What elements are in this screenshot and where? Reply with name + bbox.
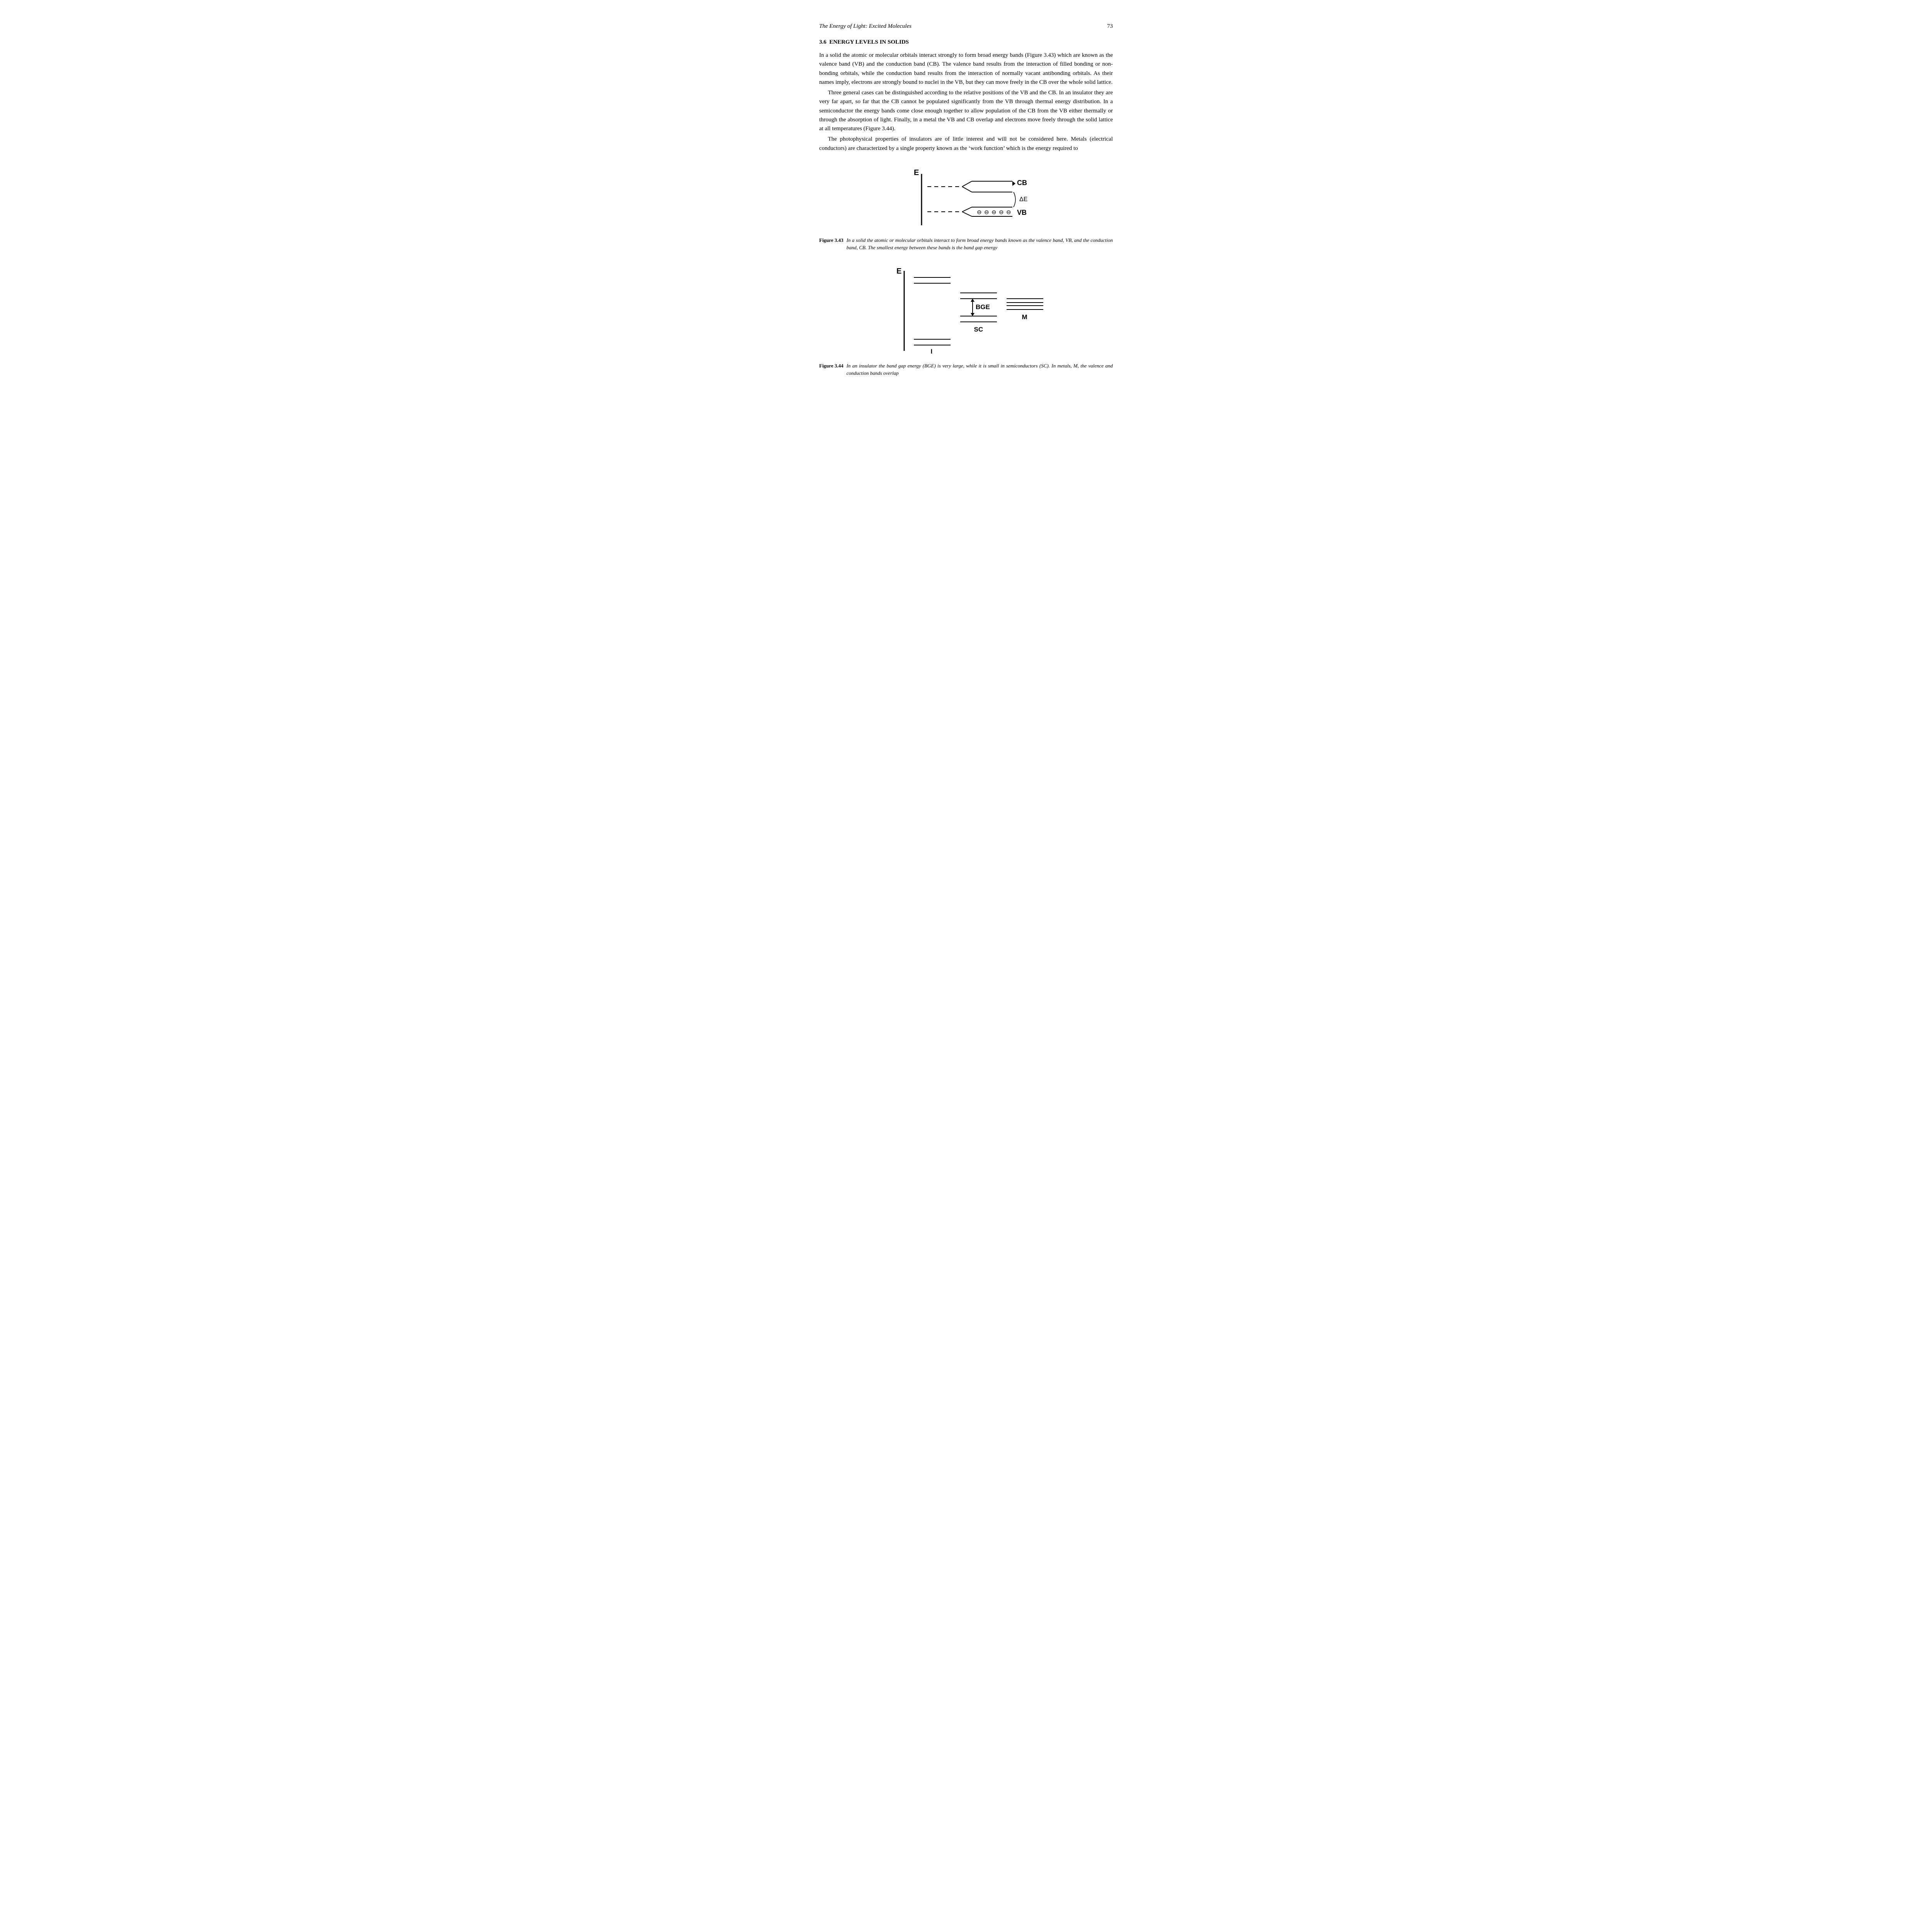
running-header: The Energy of Light: Excited Molecules 7… bbox=[819, 23, 1113, 30]
svg-text:⊖: ⊖ bbox=[1006, 209, 1011, 216]
svg-text:E: E bbox=[896, 267, 901, 276]
svg-text:CB: CB bbox=[1017, 179, 1027, 187]
svg-text:⊖: ⊖ bbox=[992, 209, 997, 216]
paragraph-3: The photophysical properties of insulato… bbox=[819, 135, 1113, 153]
page-number: 73 bbox=[1107, 23, 1113, 30]
svg-text:ΔE: ΔE bbox=[1019, 196, 1027, 202]
svg-text:M: M bbox=[1022, 313, 1027, 321]
section-title: ENERGY LEVELS IN SOLIDS bbox=[829, 39, 909, 45]
figure-343-svg: ECB⊖⊖⊖⊖⊖VBΔE bbox=[885, 165, 1047, 231]
running-title: The Energy of Light: Excited Molecules bbox=[819, 23, 912, 30]
paragraph-1: In a solid the atomic or molecular orbit… bbox=[819, 51, 1113, 87]
figure-343-label: Figure 3.43 bbox=[819, 236, 847, 252]
svg-text:E: E bbox=[914, 168, 919, 177]
paragraph-2: Three general cases can be distinguished… bbox=[819, 88, 1113, 133]
figure-343-caption-text: In a solid the atomic or molecular orbit… bbox=[847, 236, 1113, 252]
figure-344-caption: Figure 3.44 In an insulator the band gap… bbox=[819, 362, 1113, 377]
figure-344: E I BGE SC M bbox=[819, 264, 1113, 357]
svg-text:⊖: ⊖ bbox=[977, 209, 982, 216]
svg-text:I: I bbox=[931, 348, 933, 355]
section-heading: 3.6 ENERGY LEVELS IN SOLIDS bbox=[819, 39, 1113, 46]
svg-text:⊖: ⊖ bbox=[999, 209, 1004, 216]
figure-344-svg: E I BGE SC M bbox=[877, 264, 1055, 357]
figure-344-label: Figure 3.44 bbox=[819, 362, 847, 377]
figure-344-caption-text: In an insulator the band gap energy (BGE… bbox=[847, 362, 1113, 377]
svg-text:⊖: ⊖ bbox=[984, 209, 989, 216]
svg-text:BGE: BGE bbox=[976, 303, 990, 311]
figure-343-caption: Figure 3.43 In a solid the atomic or mol… bbox=[819, 236, 1113, 252]
svg-text:SC: SC bbox=[974, 326, 983, 333]
section-number: 3.6 bbox=[819, 39, 827, 45]
figure-343: ECB⊖⊖⊖⊖⊖VBΔE bbox=[819, 165, 1113, 231]
svg-text:VB: VB bbox=[1017, 209, 1027, 216]
